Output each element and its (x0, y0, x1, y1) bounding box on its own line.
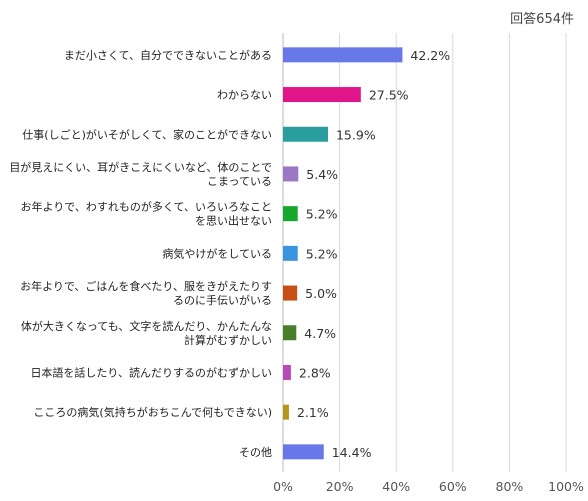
bar-value-label: 27.5% (369, 88, 409, 103)
bar (283, 245, 298, 261)
category-label: 計算がむずかしい (184, 333, 272, 347)
x-tick-label: 40% (382, 479, 410, 494)
x-tick-label: 20% (326, 479, 354, 494)
category-label: 体が大きくなっても、文字を読んだり、かんたんな (21, 319, 272, 333)
bar-value-label: 42.2% (410, 48, 450, 63)
category-label: お年よりで、わすれものが多くて、いろいろなこと (21, 200, 272, 214)
bar (283, 126, 328, 142)
category-label: こまっている (207, 175, 272, 188)
bar-value-label: 14.4% (332, 445, 372, 460)
category-label: るのに手伝いがいる (173, 293, 272, 307)
category-label: を思い出せない (195, 214, 272, 228)
category-label: 仕事(しごと)がいそがしくて、家のことができない (22, 127, 272, 141)
bar-value-label: 2.1% (297, 405, 329, 420)
x-tick-label: 60% (439, 479, 467, 494)
bar-value-label: 5.4% (306, 167, 338, 182)
category-label: わからない (217, 89, 272, 102)
category-label: 病気やけがをしている (162, 246, 272, 260)
bar (283, 444, 324, 460)
x-tick-label: 80% (496, 479, 524, 494)
bar (283, 404, 289, 420)
bar-value-label: 5.2% (306, 207, 338, 222)
category-label: こころの病気(気持ちがおちこんで何もできない) (33, 405, 272, 419)
bar (283, 166, 299, 182)
category-label: まだ小さくて、自分でできないことがある (64, 48, 272, 62)
category-label: お年よりで、ごはんを食べたり、服をきがえたりす (20, 279, 272, 293)
bar (283, 87, 361, 103)
bar (283, 47, 403, 63)
bar-value-label: 4.7% (304, 326, 336, 341)
category-label: 日本語を話したり、読んだりするのがむずかしい (30, 365, 272, 379)
bar-value-label: 5.2% (306, 246, 338, 261)
bar-value-label: 5.0% (305, 286, 337, 301)
bar-value-label: 15.9% (336, 127, 376, 142)
bar (283, 285, 298, 301)
bar (283, 206, 298, 222)
bar (283, 325, 297, 341)
category-label: その他 (239, 446, 272, 459)
x-tick-label: 100% (548, 479, 584, 494)
response-count-note: 回答654件 (510, 12, 574, 27)
bar-value-label: 2.8% (299, 365, 331, 380)
bar (283, 364, 291, 380)
category-label: 目が見えにくい、耳がきこえにくいなど、体のことで (9, 160, 272, 174)
x-tick-label: 0% (273, 479, 293, 494)
